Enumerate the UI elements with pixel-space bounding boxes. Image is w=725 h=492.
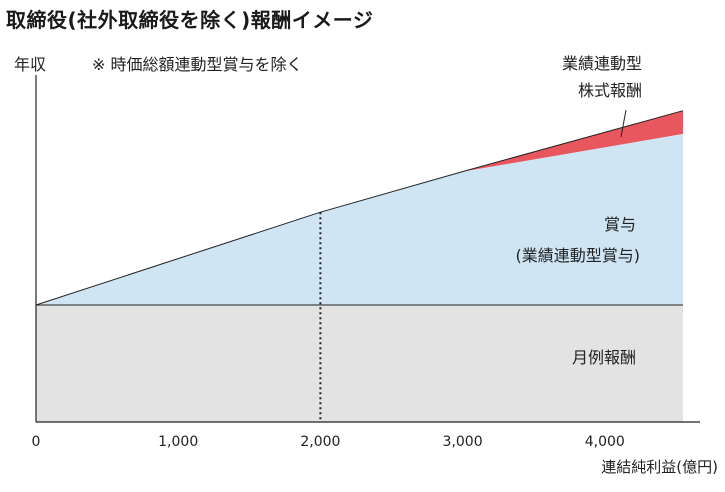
x-tick-labels: 0 1,000 2,000 3,000 4,000 xyxy=(32,434,625,450)
x-tick-label: 1,000 xyxy=(158,434,198,450)
fixed-pay-label: 月例報酬 xyxy=(572,348,636,367)
x-tick-label: 3,000 xyxy=(443,434,483,450)
x-axis-label: 連結純利益(億円) xyxy=(601,458,718,476)
stock-label-line1: 業績連動型 xyxy=(562,54,642,73)
chart-title: 取締役(社外取締役を除く)報酬イメージ xyxy=(6,8,374,32)
x-tick-label: 0 xyxy=(32,434,41,450)
bonus-label-line1: 賞与 xyxy=(604,215,636,234)
bonus-label-line2: (業績連動型賞与) xyxy=(516,246,641,265)
fixed-pay-area xyxy=(36,305,683,422)
stock-label-leader xyxy=(620,109,627,138)
x-tick-label: 4,000 xyxy=(585,434,625,450)
bonus-area xyxy=(36,133,683,305)
stock-label-line2: 株式報酬 xyxy=(578,81,642,100)
y-axis-label: 年収 xyxy=(14,55,47,74)
total-compensation-line xyxy=(35,110,684,306)
x-tick-label: 2,000 xyxy=(300,434,340,450)
chart-note: ※ 時価総額連動型賞与を除く xyxy=(92,55,303,74)
